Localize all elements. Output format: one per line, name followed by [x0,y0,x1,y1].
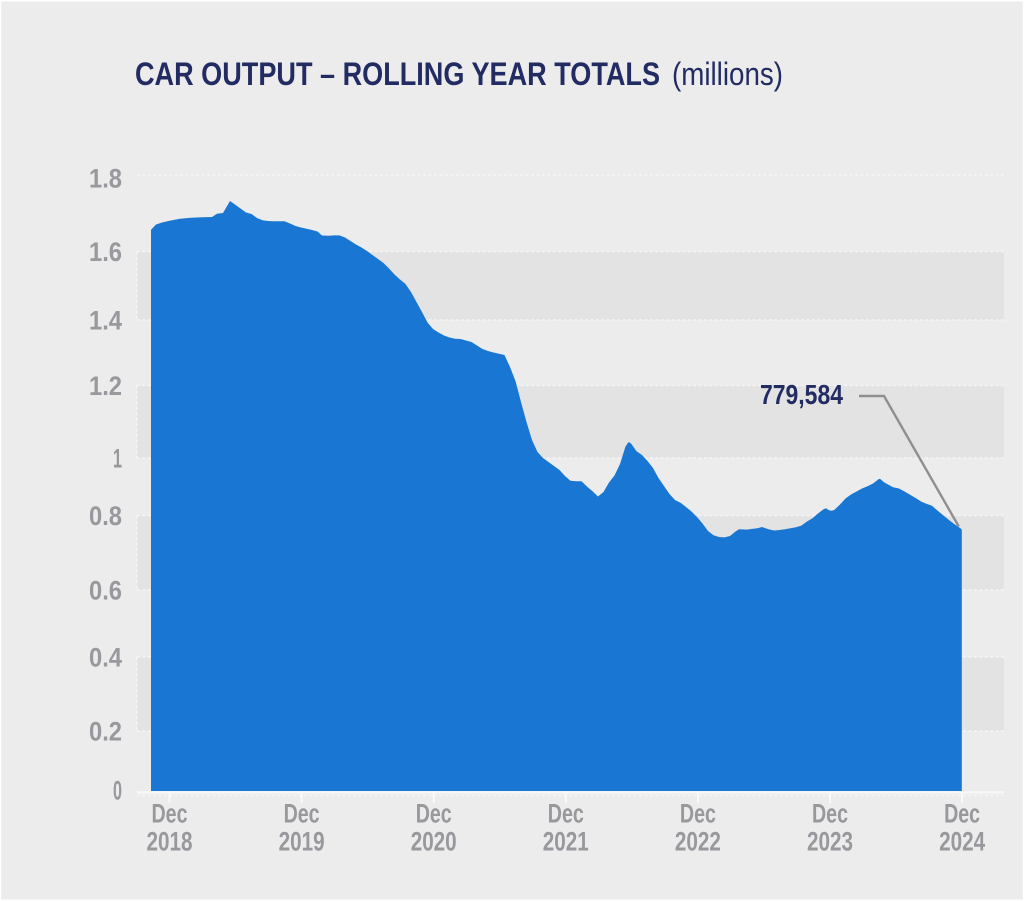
svg-text:779,584: 779,584 [760,379,843,410]
svg-text:Dec: Dec [548,799,584,829]
svg-text:2019: 2019 [279,827,325,857]
svg-text:2023: 2023 [807,827,853,857]
svg-text:0.6: 0.6 [89,576,122,606]
svg-text:0.4: 0.4 [89,643,122,673]
svg-text:Dec: Dec [812,799,848,829]
svg-text:1.2: 1.2 [89,371,122,401]
svg-text:Dec: Dec [416,799,452,829]
svg-text:Dec: Dec [680,799,716,829]
svg-text:0.2: 0.2 [89,717,122,747]
svg-text:Dec: Dec [944,799,980,829]
svg-text:0.8: 0.8 [89,501,122,531]
svg-text:2020: 2020 [411,827,457,857]
svg-text:Dec: Dec [284,799,320,829]
svg-text:2018: 2018 [147,827,193,857]
svg-text:1.4: 1.4 [89,306,122,336]
svg-text:1: 1 [113,444,122,474]
svg-text:0: 0 [113,776,122,806]
svg-text:2022: 2022 [675,827,721,857]
svg-text:Dec: Dec [152,799,188,829]
svg-text:1.6: 1.6 [89,237,122,267]
svg-text:CAR OUTPUT – ROLLING YEAR TOTA: CAR OUTPUT – ROLLING YEAR TOTALS [135,56,660,92]
svg-text:(millions): (millions) [672,56,783,92]
svg-text:2021: 2021 [543,827,589,857]
svg-text:1.8: 1.8 [89,164,122,194]
svg-text:2024: 2024 [939,827,985,857]
